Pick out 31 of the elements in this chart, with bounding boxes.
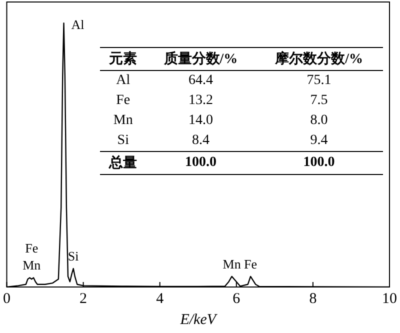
annotation: Mn bbox=[22, 258, 42, 273]
x-tick-label: 10 bbox=[382, 290, 397, 307]
annotation: 100.0 bbox=[302, 154, 336, 172]
annotation: Mn bbox=[222, 256, 242, 272]
x-axis-title: E/keV bbox=[179, 312, 218, 328]
x-tick-label: 6 bbox=[232, 290, 241, 307]
annotation: 100.0 bbox=[184, 154, 218, 172]
annotation: 摩尔数分数/% bbox=[274, 50, 364, 69]
annotation: 64.4 bbox=[187, 72, 214, 90]
annotation: Fe bbox=[115, 92, 132, 110]
annotation: 14.0 bbox=[187, 112, 214, 130]
annotation: Mn bbox=[112, 112, 134, 130]
annotation: 8.0 bbox=[309, 112, 329, 130]
annotation: Fe bbox=[244, 256, 258, 272]
annotation: Al bbox=[115, 72, 132, 90]
annotation: 8.4 bbox=[190, 132, 210, 150]
x-tick-label: 0 bbox=[3, 290, 10, 307]
annotation: Si bbox=[116, 132, 130, 150]
annotation: 75.1 bbox=[306, 72, 332, 90]
annotation: Fe bbox=[25, 240, 38, 256]
annotation: 质量分数/% bbox=[162, 50, 239, 69]
x-tick-label: 2 bbox=[80, 290, 88, 307]
annotation: 9.4 bbox=[309, 132, 329, 150]
x-tick-label: 4 bbox=[156, 290, 164, 307]
annotation: 元素 bbox=[108, 50, 138, 69]
annotation: 13.2 bbox=[187, 92, 214, 110]
annotation: 7.5 bbox=[309, 92, 329, 110]
annotation: Si bbox=[68, 248, 80, 264]
annotation: Al bbox=[71, 17, 85, 32]
x-tick-label: 8 bbox=[309, 290, 317, 307]
annotation: 总量 bbox=[108, 154, 138, 173]
